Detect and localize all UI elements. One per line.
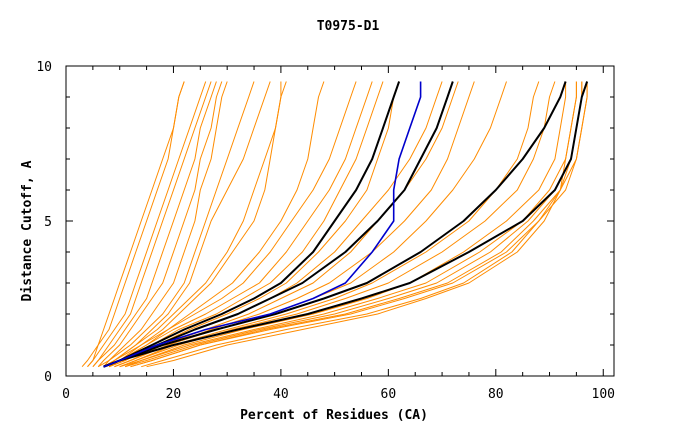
series-line-bundle-20 — [119, 81, 567, 368]
series-line-bundle-24 — [130, 81, 588, 368]
series-line-bundle-0 — [87, 81, 207, 368]
series-line-bundle-26 — [146, 81, 577, 368]
series-line-bundle-10 — [103, 81, 357, 368]
y-axis-label: Distance Cutoff, A — [20, 160, 35, 301]
x-tick-label: 20 — [166, 387, 182, 402]
plot-frame — [65, 65, 615, 377]
series-line-bundle-27 — [81, 81, 185, 368]
series-layer — [81, 81, 589, 368]
series-line-highlight-black-29 — [103, 81, 401, 368]
series-line-highlight-blue-33 — [103, 81, 422, 368]
tick-layer: 0 20 40 60 80 100 0 5 10 — [36, 60, 615, 402]
x-tick-label: 40 — [273, 387, 289, 402]
series-line-bundle-5 — [103, 81, 255, 368]
series-line-bundle-12 — [108, 81, 384, 368]
x-axis-label: Percent of Residues (CA) — [240, 408, 428, 423]
series-line-highlight-black-31 — [103, 81, 567, 368]
series-line-highlight-black-32 — [103, 81, 589, 368]
x-tick-label: 80 — [488, 387, 504, 402]
x-tick-label: 60 — [381, 387, 397, 402]
x-tick-label: 0 — [62, 387, 70, 402]
series-line-bundle-17 — [114, 81, 507, 368]
chart-title: T0975-D1 — [317, 19, 380, 34]
series-line-bundle-7 — [103, 81, 287, 368]
series-line-bundle-4 — [97, 81, 228, 368]
x-tick-label: 100 — [592, 387, 615, 402]
series-line-bundle-6 — [103, 81, 271, 368]
y-tick-label: 0 — [44, 370, 52, 385]
series-line-bundle-2 — [92, 81, 217, 368]
series-line-bundle-3 — [97, 81, 223, 368]
series-line-bundle-28 — [87, 81, 185, 368]
y-tick-label: 10 — [36, 60, 52, 75]
series-line-bundle-11 — [103, 81, 373, 368]
series-line-bundle-1 — [92, 81, 212, 368]
y-tick-label: 5 — [44, 215, 52, 230]
